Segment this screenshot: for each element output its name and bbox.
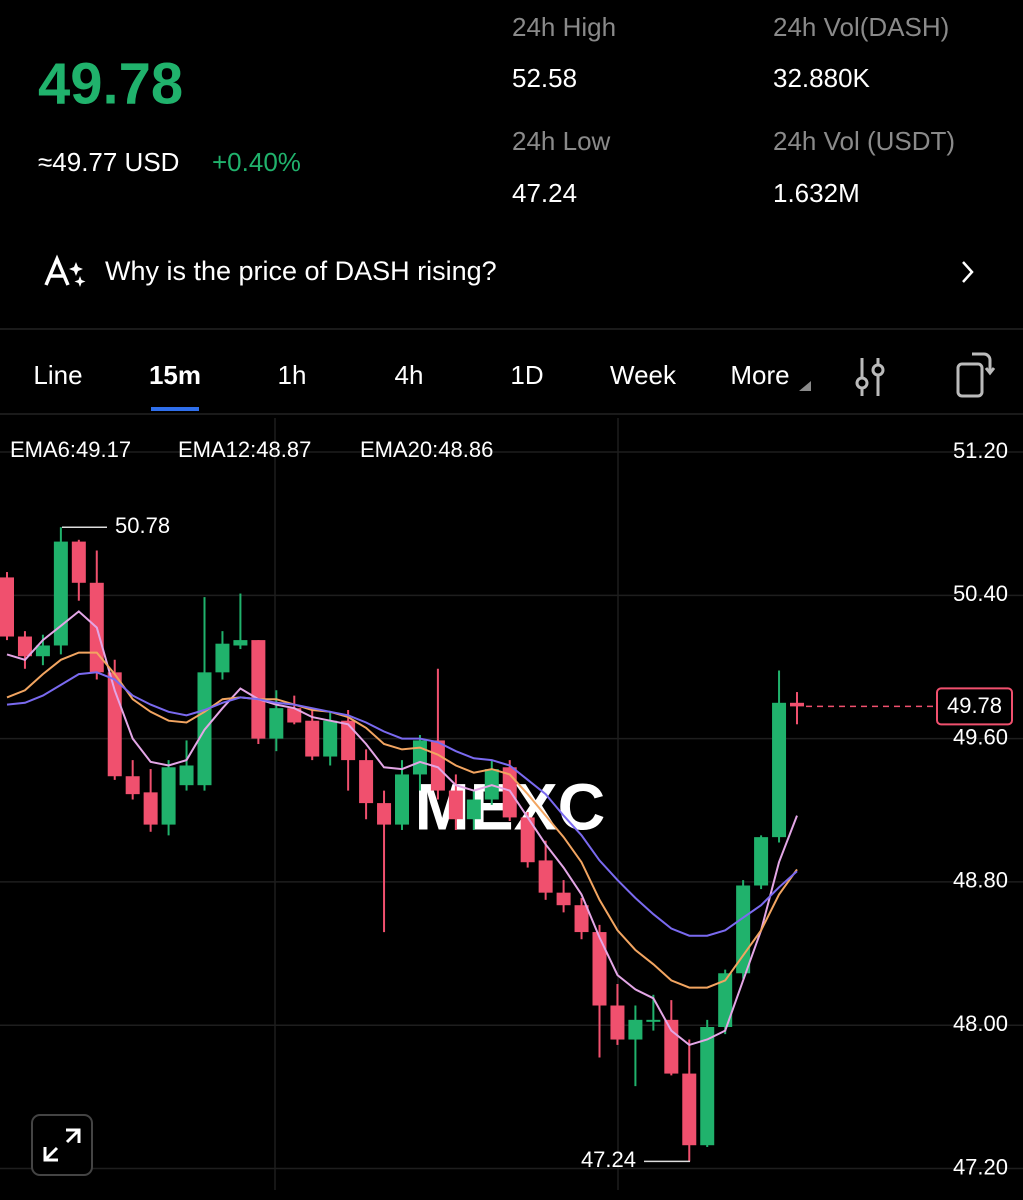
candle-body (269, 708, 284, 739)
y-tick-label: 49.60 (953, 724, 1008, 749)
last-price-tag (936, 687, 1013, 726)
candle-body (466, 799, 481, 820)
tab[interactable]: 15m (149, 360, 201, 390)
tab[interactable]: Week (610, 360, 677, 390)
candle-body (754, 837, 769, 886)
legend-entry: EMA12:48.87 (178, 437, 311, 462)
candle-body (538, 860, 553, 893)
candle-body (664, 1019, 679, 1074)
y-tick-label: 51.20 (953, 438, 1008, 463)
stat-value: 1.632M (773, 178, 860, 208)
stat-label: 24h Vol(DASH) (773, 12, 949, 42)
y-tick-label: 48.80 (953, 868, 1008, 893)
candle-body (251, 640, 266, 739)
candle-body (161, 767, 176, 825)
candle-body (790, 702, 804, 707)
candle-body (341, 720, 356, 761)
tab[interactable]: 1h (278, 360, 307, 390)
candle-body (0, 577, 14, 637)
price: 49.78 (38, 51, 183, 116)
ema-line (6, 651, 798, 989)
legend-entry: EMA6:49.17 (10, 437, 131, 462)
stat-label: 24h Vol (USDT) (773, 126, 955, 156)
slider-knob (871, 363, 885, 377)
candle-body (520, 817, 535, 863)
candle-body (556, 892, 571, 906)
candle-body (736, 885, 751, 974)
stat-label: 24h High (512, 12, 616, 42)
tab-underline (151, 407, 199, 411)
insight-row[interactable]: Why is the price of DASH rising? (44, 254, 974, 287)
candle-body (610, 1005, 625, 1040)
candle-body (448, 790, 463, 820)
ai-icon (44, 254, 70, 286)
candle-body (323, 720, 338, 757)
indicator-button[interactable] (855, 358, 885, 396)
expand-box (31, 1114, 93, 1176)
candle-body (287, 708, 302, 723)
candle-body (179, 765, 194, 786)
tab[interactable]: 4h (395, 360, 424, 390)
last-price-label: 49.78 (947, 693, 1002, 718)
phone-icon (956, 362, 984, 398)
candle-body (772, 702, 787, 838)
rotate-arrow (972, 352, 996, 376)
expand-button[interactable] (31, 1114, 93, 1176)
change: +0.40% (212, 147, 301, 177)
candle-body (215, 643, 230, 673)
candle-body (377, 803, 392, 825)
tab-bar: Line 15m 1h 4h 1D Week More (33, 360, 811, 411)
rotate-button[interactable] (956, 352, 996, 398)
candle-body (574, 905, 589, 933)
candle-body (718, 973, 733, 1028)
y-tick-label: 48.00 (953, 1011, 1008, 1036)
sparkle-icon (69, 262, 86, 287)
slider-knob (855, 376, 869, 390)
more-triangle (799, 381, 811, 391)
chart: 47.2048.0048.8049.6050.4051.20MEXCEMA6:4… (0, 418, 1023, 1190)
legend-entry: EMA20:48.86 (360, 437, 493, 462)
expand-icon (43, 1128, 81, 1162)
candle-body (700, 1027, 715, 1146)
candle-body (359, 760, 374, 804)
chevron (962, 261, 974, 283)
tab[interactable]: 1D (510, 360, 543, 390)
tab[interactable]: More (730, 360, 789, 390)
y-tick-label: 47.20 (953, 1154, 1008, 1179)
candle-body (646, 1019, 661, 1022)
candle-body (143, 792, 158, 825)
y-tick-label: 50.40 (953, 581, 1008, 606)
usd-approx: ≈49.77 USD (38, 147, 179, 177)
candle-body (17, 636, 32, 657)
candle-body (35, 645, 50, 657)
candle-body (682, 1073, 697, 1146)
candle-body (628, 1019, 643, 1040)
stat-value: 32.880K (773, 63, 871, 93)
stat-value: 47.24 (512, 178, 577, 208)
candle-body (233, 640, 248, 646)
stat-label: 24h Low (512, 126, 611, 156)
candle-body (592, 932, 607, 1006)
candle-body (125, 776, 140, 795)
ema-line (6, 671, 798, 937)
candle-body (412, 740, 427, 775)
insight-text: Why is the price of DASH rising? (105, 256, 497, 286)
candle-body (305, 720, 320, 757)
ema-line (6, 610, 798, 1047)
tab[interactable]: Line (33, 360, 82, 390)
min-label: 47.24 (581, 1147, 636, 1172)
candle-body (395, 774, 409, 825)
candle-body (71, 541, 86, 583)
stat-value: 52.58 (512, 63, 577, 93)
candle-body (53, 541, 68, 646)
max-label: 50.78 (115, 513, 170, 538)
